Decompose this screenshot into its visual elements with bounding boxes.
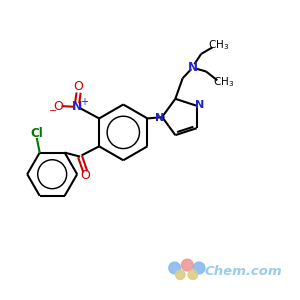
Circle shape — [176, 270, 185, 280]
Text: Cl: Cl — [30, 127, 43, 140]
Text: +: + — [80, 97, 88, 107]
Text: N: N — [195, 100, 204, 110]
Text: N: N — [72, 100, 82, 113]
Circle shape — [182, 259, 193, 271]
Circle shape — [169, 262, 181, 274]
Text: O: O — [81, 169, 91, 182]
Text: CH$_3$: CH$_3$ — [213, 75, 234, 89]
Circle shape — [193, 262, 205, 274]
Text: O: O — [53, 100, 63, 112]
Circle shape — [188, 270, 198, 280]
Text: Chem.com: Chem.com — [204, 265, 282, 278]
Text: O: O — [74, 80, 83, 93]
Text: N: N — [155, 112, 164, 123]
Text: −: − — [49, 106, 57, 116]
Text: CH$_3$: CH$_3$ — [208, 38, 230, 52]
Text: N: N — [188, 61, 198, 74]
